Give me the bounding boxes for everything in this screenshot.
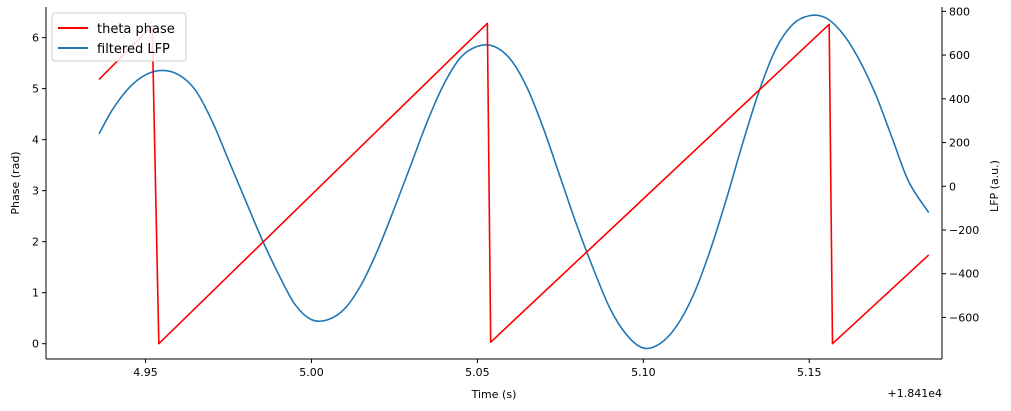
x-tick-label-0: 4.95: [133, 366, 158, 379]
series: [98, 14, 930, 350]
series-line-filtered-lfp: [98, 14, 930, 350]
y-left-tick-label-3: 3: [32, 185, 39, 198]
x-tick-label-4: 5.15: [797, 366, 822, 379]
x-tick-label-1: 5.00: [299, 366, 324, 379]
series-line-theta-phase: [98, 22, 930, 345]
x-tick-label-2: 5.05: [465, 366, 490, 379]
legend-label-filtered-lfp: filtered LFP: [97, 42, 170, 57]
y-right-tick-label-6: 600: [949, 49, 970, 62]
y-right-tick-label-3: 0: [949, 180, 956, 193]
y-axis-right-label: LFP (a.u.): [988, 160, 1001, 212]
x-axis-label: Time (s): [471, 388, 517, 401]
y-right-tick-label-4: 200: [949, 137, 970, 150]
ticks: 4.95 5.00 5.05 5.10 5.15 0 1 2 3 4 5 6 −600 −400 −200 0…: [32, 5, 979, 379]
y-left-tick-label-2: 2: [32, 236, 39, 249]
y-right-tick-label-0: −600: [949, 311, 979, 324]
x-offset-label: +1.841e4: [888, 387, 942, 400]
y-left-tick-label-1: 1: [32, 287, 39, 300]
y-left-tick-label-4: 4: [32, 134, 39, 147]
x-tick-label-3: 5.10: [631, 366, 656, 379]
y-left-tick-label-6: 6: [32, 32, 39, 45]
y-right-tick-label-5: 400: [949, 93, 970, 106]
y-right-tick-label-1: −400: [949, 268, 979, 281]
y-right-tick-label-7: 800: [949, 5, 970, 18]
y-left-tick-label-5: 5: [32, 83, 39, 96]
legend-label-theta-phase: theta phase: [97, 22, 175, 37]
y-axis-left-label: Phase (rad): [9, 151, 22, 214]
axes: [45, 7, 943, 360]
legend: theta phase filtered LFP: [51, 12, 187, 62]
y-right-tick-label-2: −200: [949, 224, 979, 237]
y-left-tick-label-0: 0: [32, 338, 39, 351]
